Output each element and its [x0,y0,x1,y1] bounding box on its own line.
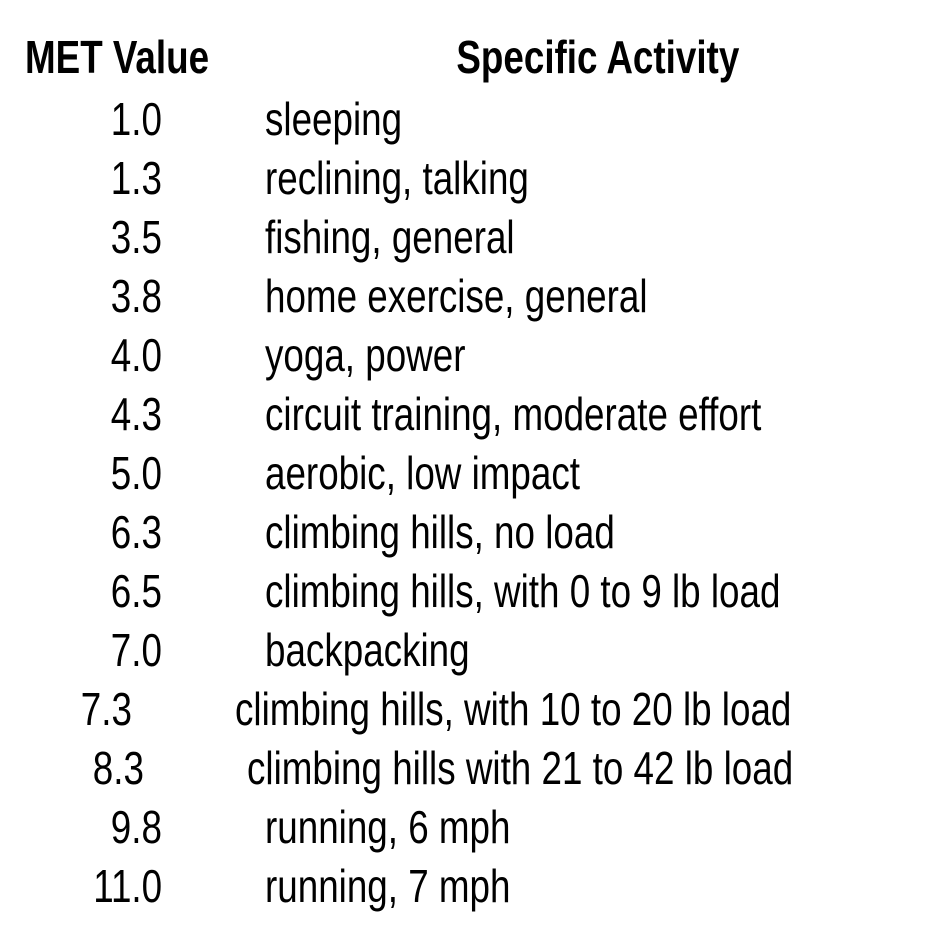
met-value: 3.8 [110,270,162,323]
table-row: 7.3 climbing hills, with 10 to 20 lb loa… [0,680,930,739]
activity-label: running, 6 mph [265,801,511,854]
met-value-cell: 9.8 [0,802,265,853]
met-value: 4.3 [110,388,162,441]
activity-cell: climbing hills, with 0 to 9 lb load [265,566,930,617]
table-row: 3.5 fishing, general [0,208,930,267]
table-header-row: MET Value Specific Activity [0,24,930,90]
table-row: 6.5 climbing hills, with 0 to 9 lb load [0,562,930,621]
met-activity-table: MET Value Specific Activity 1.0 sleeping… [0,24,930,916]
met-value-cell: 6.3 [0,507,265,558]
met-value-cell: 8.3 [0,743,247,794]
activity-cell: backpacking [265,625,930,676]
activity-cell: reclining, talking [265,153,930,204]
met-value: 7.3 [80,683,132,736]
met-value: 1.0 [110,93,162,146]
met-value: 6.3 [110,506,162,559]
activity-label: climbing hills, with 10 to 20 lb load [234,683,791,736]
activity-cell: running, 7 mph [265,861,930,912]
activity-label: running, 7 mph [265,860,511,913]
met-value-cell: 1.0 [0,94,265,145]
met-value-cell: 7.0 [0,625,265,676]
met-value-cell: 11.0 [0,861,265,912]
met-value-cell: 7.3 [0,684,235,735]
table-row: 7.0 backpacking [0,621,930,680]
activity-cell: climbing hills, no load [265,507,930,558]
met-value-cell: 1.3 [0,153,265,204]
table-row: 4.3 circuit training, moderate effort [0,385,930,444]
met-value: 5.0 [110,447,162,500]
met-value-cell: 3.8 [0,271,265,322]
activity-cell: sleeping [265,94,930,145]
activity-label: sleeping [265,93,403,146]
table-row: 11.0 running, 7 mph [0,857,930,916]
met-value: 7.0 [110,624,162,677]
met-value: 11.0 [93,860,162,913]
table-row: 1.0 sleeping [0,90,930,149]
met-value: 8.3 [93,742,145,795]
met-value: 9.8 [110,801,162,854]
table-row: 4.0 yoga, power [0,326,930,385]
met-value-cell: 4.0 [0,330,265,381]
activity-cell: fishing, general [265,212,930,263]
activity-label: yoga, power [265,329,466,382]
activity-label: aerobic, low impact [265,447,580,500]
activity-cell: climbing hills with 21 to 42 lb load [247,743,930,794]
activity-cell: climbing hills, with 10 to 20 lb load [235,684,930,735]
activity-cell: home exercise, general [265,271,930,322]
met-value: 1.3 [110,152,162,205]
met-value-cell: 4.3 [0,389,265,440]
met-value: 3.5 [110,211,162,264]
activity-label: backpacking [265,624,470,677]
activity-cell: aerobic, low impact [265,448,930,499]
activity-cell: running, 6 mph [265,802,930,853]
activity-cell: yoga, power [265,330,930,381]
met-value-cell: 3.5 [0,212,265,263]
activity-label: climbing hills, with 0 to 9 lb load [265,565,781,618]
activity-label: circuit training, moderate effort [265,388,762,441]
activity-label: fishing, general [265,211,515,264]
met-value: 4.0 [110,329,162,382]
table-row: 5.0 aerobic, low impact [0,444,930,503]
activity-cell: circuit training, moderate effort [265,389,930,440]
specific-activity-header-cell: Specific Activity [265,32,930,83]
table-row: 3.8 home exercise, general [0,267,930,326]
table-row: 9.8 running, 6 mph [0,798,930,857]
table-row: 8.3 climbing hills with 21 to 42 lb load [0,739,930,798]
met-value-cell: 6.5 [0,566,265,617]
met-value-header-cell: MET Value [0,32,265,83]
table-row: 1.3 reclining, talking [0,149,930,208]
met-value-header-label: MET Value [25,30,210,83]
met-value: 6.5 [110,565,162,618]
activity-label: climbing hills, no load [265,506,615,559]
met-value-cell: 5.0 [0,448,265,499]
table-row: 6.3 climbing hills, no load [0,503,930,562]
activity-label: reclining, talking [265,152,529,205]
activity-label: home exercise, general [265,270,648,323]
specific-activity-header-label: Specific Activity [456,30,739,83]
activity-label: climbing hills with 21 to 42 lb load [247,742,794,795]
